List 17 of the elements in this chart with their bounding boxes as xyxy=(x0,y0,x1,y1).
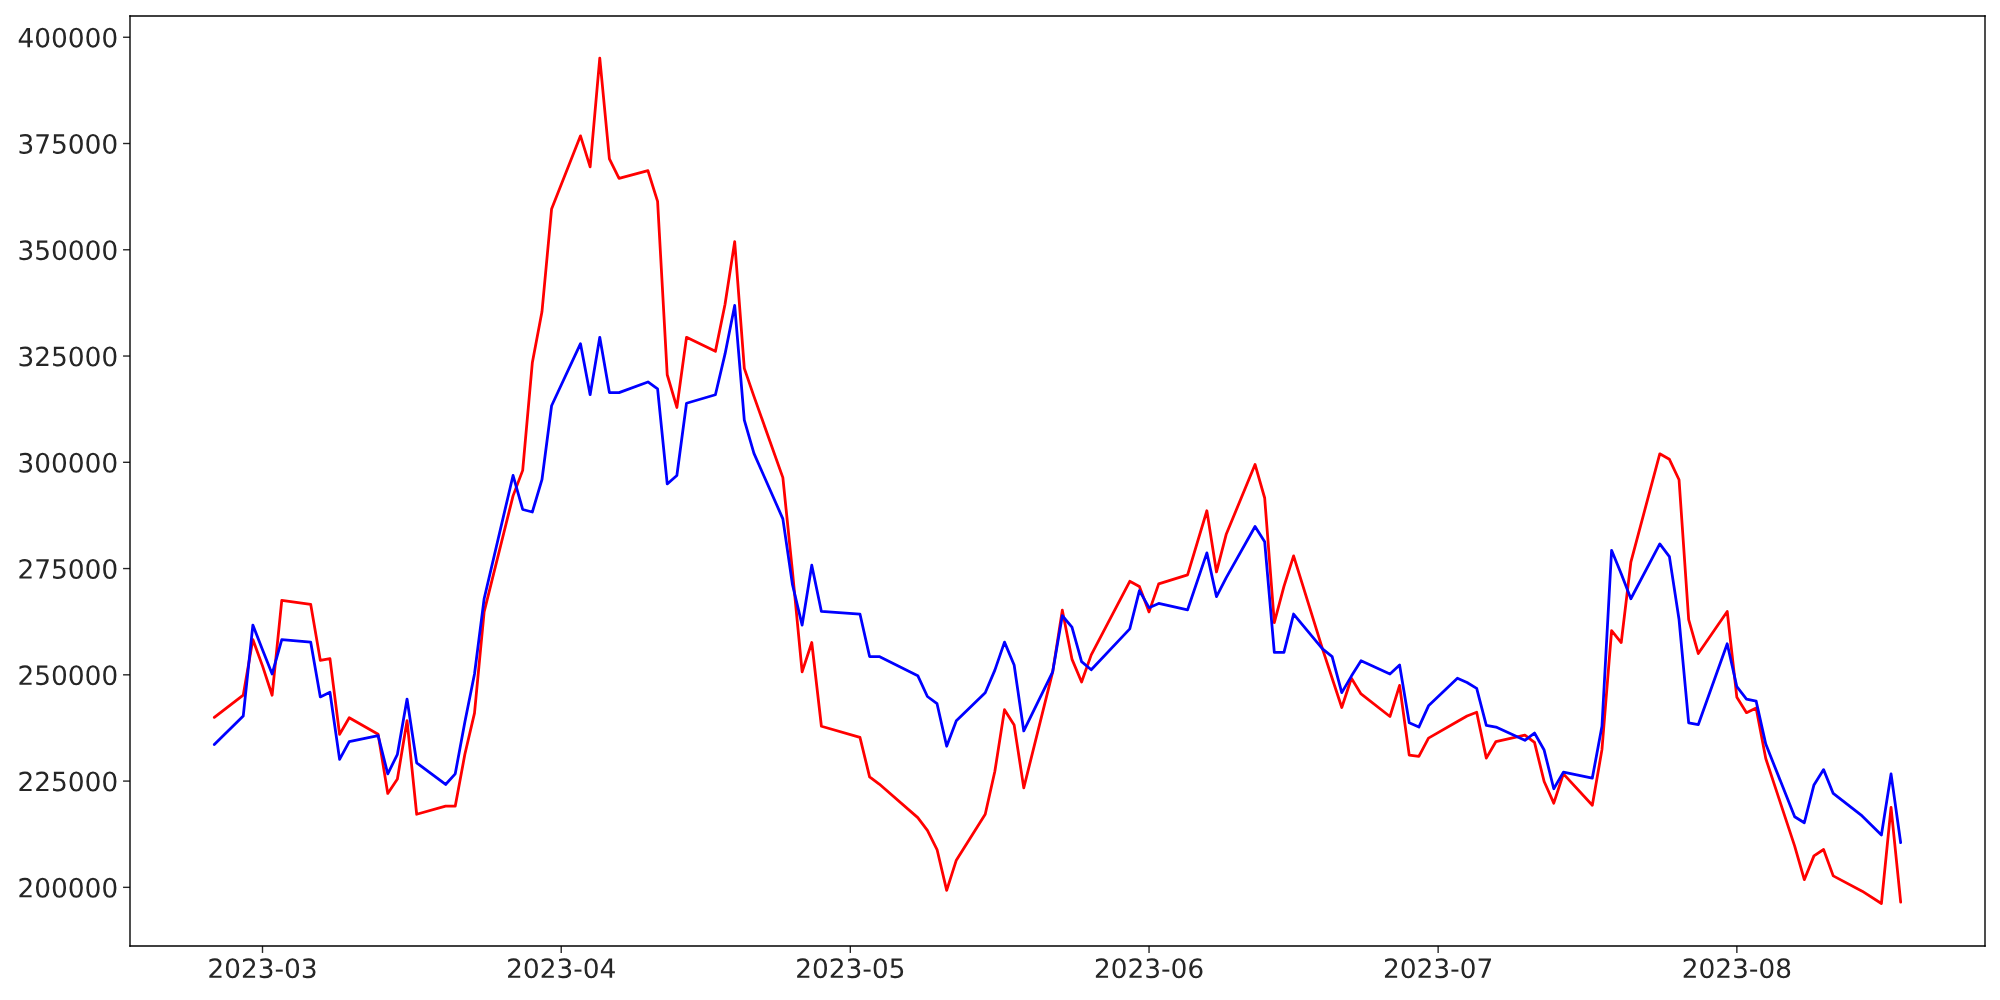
y-tick-label: 300000 xyxy=(19,452,117,473)
x-tick-label: 2023-03 xyxy=(209,958,316,979)
x-tick-label: 2023-05 xyxy=(797,958,904,979)
x-tick-label: 2023-06 xyxy=(1095,958,1203,979)
line-series xyxy=(212,304,1903,845)
y-tick-label: 250000 xyxy=(19,665,117,686)
y-tick-label: 225000 xyxy=(19,771,117,792)
y-tick-label: 200000 xyxy=(19,877,117,898)
x-tick-label: 2023-04 xyxy=(508,958,615,979)
line-series xyxy=(212,56,1903,905)
y-tick-label: 400000 xyxy=(18,27,117,48)
y-tick-label: 325000 xyxy=(19,346,117,367)
y-tick-label: 350000 xyxy=(19,240,117,261)
y-tick-label: 275000 xyxy=(19,559,117,579)
x-tick-label: 2023-08 xyxy=(1683,958,1791,979)
y-tick-label: 375000 xyxy=(19,133,117,154)
x-tick-label: 2023-07 xyxy=(1384,958,1492,979)
